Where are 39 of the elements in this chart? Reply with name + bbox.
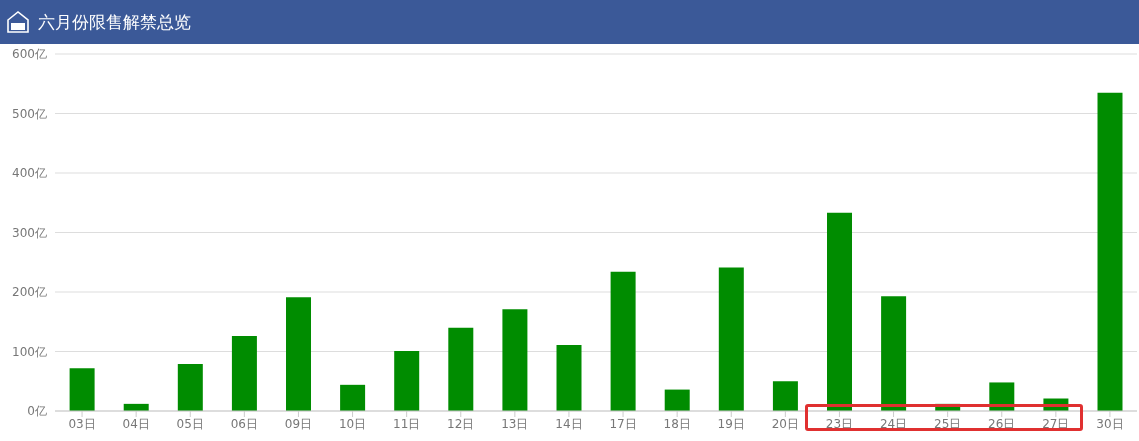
bar <box>177 364 203 411</box>
x-tick-label: 10日 <box>338 416 367 431</box>
bar <box>340 384 366 411</box>
y-tick-label: 300亿 <box>12 225 47 240</box>
x-tick-label: 06日 <box>230 416 258 431</box>
bar <box>556 344 582 411</box>
bar <box>1097 92 1123 411</box>
bar <box>610 271 636 411</box>
x-tick-label: 13日 <box>501 416 529 431</box>
x-tick-label: 14日 <box>555 416 583 431</box>
x-tick-label: 19日 <box>717 416 745 431</box>
x-tick-label: 11日 <box>393 416 421 431</box>
y-tick-label: 200亿 <box>12 285 47 300</box>
x-tick-label: 09日 <box>284 416 313 431</box>
x-tick-label: 17日 <box>609 416 637 431</box>
bar <box>827 212 853 411</box>
bar <box>448 327 474 411</box>
y-tick-label: 400亿 <box>12 166 47 181</box>
y-tick-label: 500亿 <box>12 106 47 121</box>
bar <box>394 350 420 411</box>
bar <box>502 309 528 411</box>
x-tick-label: 12日 <box>447 416 475 431</box>
chart-title: 六月份限售解禁总览 <box>38 10 191 34</box>
x-tick-label: 05日 <box>176 416 204 431</box>
bar <box>718 267 744 411</box>
bar <box>664 389 690 411</box>
x-tick-label: 30日 <box>1096 416 1124 431</box>
bar <box>231 336 257 411</box>
bar <box>69 368 95 411</box>
bar <box>881 296 907 411</box>
x-tick-label: 20日 <box>771 416 799 431</box>
x-tick-label: 18日 <box>663 416 691 431</box>
bar <box>772 381 798 411</box>
y-tick-label: 0亿 <box>27 404 47 419</box>
bar <box>286 297 312 411</box>
x-tick-label: 03日 <box>68 416 96 431</box>
x-tick-label: 04日 <box>122 416 150 431</box>
y-tick-label: 600亿 <box>12 47 47 62</box>
y-tick-label: 100亿 <box>12 344 47 359</box>
